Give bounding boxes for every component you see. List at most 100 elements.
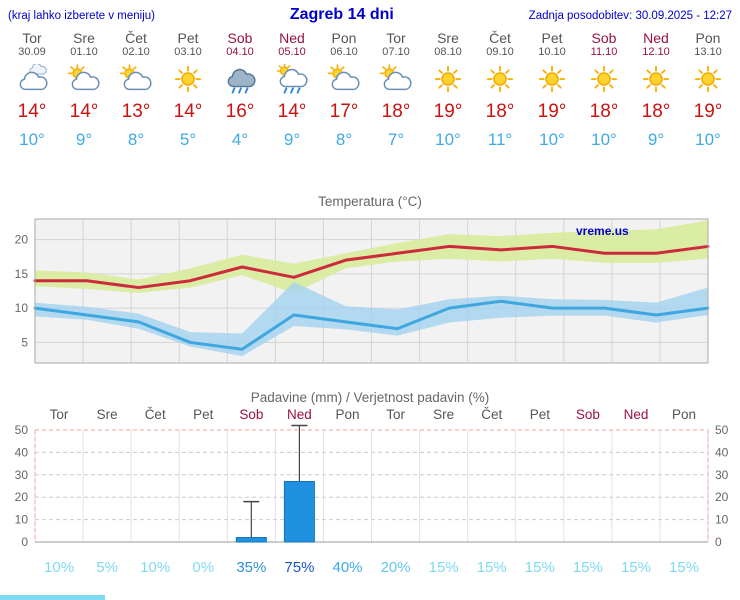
day-name: Ned (643, 30, 669, 46)
precip-probability-row: 10% 5% 10% 0% 35% 75% 40% 20% 15% 15% 15% 15% 15% 15% (35, 559, 708, 576)
location-menu-note[interactable]: (kraj lahko izberete v meniju) (8, 10, 156, 22)
day-name: Tor (386, 30, 406, 46)
day-date: 13.10 (694, 46, 722, 58)
partly-icon (370, 64, 422, 98)
sunny-icon (630, 64, 682, 98)
precip-day-label: Sre (96, 407, 118, 422)
day-column[interactable]: Tor 30.09 14° 10° (6, 28, 58, 150)
precip-probability: 10% (44, 559, 75, 576)
high-temp: 16° (225, 101, 255, 122)
precip-bar (283, 481, 315, 543)
y-tick-label: 5 (21, 335, 28, 349)
high-temp: 14° (277, 101, 307, 122)
day-column[interactable]: Sre 08.10 19° 10° (422, 28, 474, 150)
day-name: Tor (22, 30, 42, 46)
min-temperature-line (33, 299, 710, 351)
high-temp: 19° (693, 101, 723, 122)
precip-day-label: Pet (193, 407, 214, 422)
day-name: Sre (73, 30, 95, 46)
day-column[interactable]: Pon 13.10 19° 10° (682, 28, 734, 150)
low-temp: 4° (231, 130, 249, 149)
day-column[interactable]: Pet 03.10 14° 5° (162, 28, 214, 150)
day-date: 12.10 (642, 46, 670, 58)
partly-icon (318, 64, 370, 98)
y-tick-label: 0 (21, 535, 28, 549)
day-name: Pon (331, 30, 357, 46)
page-title: Zagreb 14 dni (289, 6, 394, 23)
y-tick-label: 40 (715, 445, 729, 459)
day-date: 02.10 (122, 46, 150, 58)
precipitation-chart-title: Padavine (mm) / Verjetnost padavin (%) (250, 390, 490, 405)
day-column[interactable]: Sob 04.10 16° 4° (214, 28, 266, 150)
day-column[interactable]: Ned 12.10 18° 9° (630, 28, 682, 150)
y-tick-label: 50 (15, 424, 29, 437)
day-name: Čet (125, 30, 147, 46)
y-tick-label: 30 (715, 468, 729, 482)
cloudy-icon (6, 64, 58, 98)
high-temp: 18° (485, 101, 515, 122)
precip-probability: 15% (620, 559, 651, 576)
day-column[interactable]: Sre 01.10 14° 9° (58, 28, 110, 150)
high-temp: 14° (69, 101, 99, 122)
high-temp: 18° (381, 101, 411, 122)
y-tick-label: 0 (715, 535, 722, 549)
day-date: 05.10 (278, 46, 306, 58)
precip-probability: 15% (476, 559, 507, 576)
temperature-chart-title: Temperatura (°C) (318, 194, 422, 209)
low-temp: 9° (283, 130, 301, 149)
low-temp: 10° (19, 130, 45, 149)
precip-probability: 20% (380, 559, 411, 576)
precip-probability: 15% (572, 559, 603, 576)
precip-day-label: Sre (433, 407, 455, 422)
precip-probability: 75% (284, 559, 315, 576)
precipitation-chart: 0 0 10 10 20 20 30 30 40 40 50 50 (15, 423, 729, 549)
precip-day-label: Ned (623, 407, 649, 422)
sunny-icon (162, 64, 214, 98)
day-date: 07.10 (382, 46, 410, 58)
y-tick-label: 10 (15, 513, 29, 527)
partly-icon (110, 64, 162, 98)
day-date: 01.10 (70, 46, 98, 58)
day-name: Sob (591, 30, 617, 46)
precip-day-label: Pon (672, 407, 697, 422)
day-name: Sre (437, 30, 459, 46)
header: (kraj lahko izberete v meniju) Zagreb 14… (0, 0, 740, 24)
day-name: Pon (695, 30, 721, 46)
day-column[interactable]: Čet 02.10 13° 8° (110, 28, 162, 150)
day-column[interactable]: Ned 05.10 14° 9° (266, 28, 318, 150)
precip-day-label: Čet (144, 407, 166, 422)
sunny-icon (526, 64, 578, 98)
watermark: vreme.us (576, 224, 629, 238)
low-temp: 10° (695, 130, 721, 149)
y-tick-label: 10 (15, 301, 29, 315)
precip-day-label: Pet (529, 407, 550, 422)
day-column[interactable]: Tor 07.10 18° 7° (370, 28, 422, 150)
sunny-icon (422, 64, 474, 98)
temperature-chart: 5 10 15 20 vreme.us (15, 218, 710, 364)
precip-day-label: Ned (287, 407, 312, 422)
day-name: Pet (177, 30, 199, 46)
sunny-icon (682, 64, 734, 98)
low-temp: 10° (539, 130, 565, 149)
day-column[interactable]: Sob 11.10 18° 10° (578, 28, 630, 150)
sunny-icon (474, 64, 526, 98)
day-name: Čet (489, 30, 511, 46)
day-column[interactable]: Čet 09.10 18° 11° (474, 28, 526, 150)
precip-probability: 35% (236, 559, 267, 576)
low-temp: 10° (591, 130, 617, 149)
day-column[interactable]: Pon 06.10 17° 8° (318, 28, 370, 150)
high-temp: 19° (433, 101, 463, 122)
y-tick-label: 20 (15, 490, 29, 504)
precip-probability: 0% (192, 559, 215, 576)
day-date: 04.10 (226, 46, 254, 58)
low-temp: 7° (387, 130, 405, 149)
precip-day-labels: Tor Sre Čet Pet Sob Ned Pon Tor Sre Čet Pet Sob Ned P… (35, 407, 708, 422)
low-temp: 11° (487, 130, 513, 149)
precip-probability: 15% (524, 559, 555, 576)
day-column[interactable]: Pet 10.10 19° 10° (526, 28, 578, 150)
day-date: 06.10 (330, 46, 358, 58)
day-date: 09.10 (486, 46, 514, 58)
forecast-day-strip: Tor 30.09 14° 10° Sre 01.10 14° 9° Čet 02.10 13° 8°… (0, 24, 740, 150)
precip-probability: 5% (96, 559, 118, 576)
